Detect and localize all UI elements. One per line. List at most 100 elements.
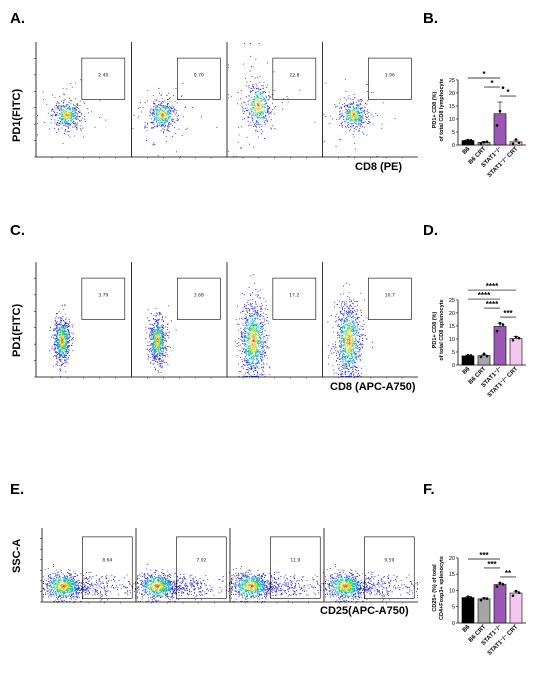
- flow-event: [343, 322, 344, 324]
- flow-event: [348, 312, 349, 314]
- flow-event: [253, 358, 255, 360]
- flow-event: [94, 126, 96, 128]
- flow-event: [339, 367, 340, 369]
- flow-event: [345, 323, 347, 325]
- flow-event: [372, 341, 374, 343]
- flow-event: [249, 329, 250, 331]
- flow-event: [245, 77, 246, 79]
- flow-event: [348, 112, 350, 114]
- flow-event: [357, 348, 359, 350]
- flow-event: [162, 332, 164, 333]
- flow-event: [253, 347, 255, 349]
- flow-event: [251, 322, 253, 324]
- flow-event: [71, 339, 72, 341]
- flow-event: [257, 376, 259, 377]
- flow-event: [158, 328, 160, 329]
- flow-event: [64, 116, 66, 117]
- flow-event: [167, 111, 169, 113]
- flow-event: [246, 346, 248, 348]
- flow-event: [157, 119, 159, 121]
- flow-event: [353, 131, 355, 132]
- flow-event: [54, 319, 56, 321]
- flow-event: [254, 370, 256, 371]
- flow-event: [156, 119, 158, 121]
- flow-event: [251, 107, 253, 109]
- flow-event: [261, 93, 263, 94]
- flow-event: [165, 331, 167, 333]
- flow-event: [248, 352, 250, 354]
- flow-event: [352, 307, 354, 309]
- flow-event: [261, 334, 263, 335]
- flow-event: [351, 123, 353, 124]
- flow-event: [56, 345, 58, 347]
- flow-event: [349, 116, 351, 118]
- flow-event: [161, 124, 163, 126]
- flow-event: [344, 319, 346, 321]
- flow-event: [255, 113, 257, 115]
- flow-event: [344, 313, 346, 315]
- flow-event: [349, 358, 350, 360]
- flow-event: [345, 350, 346, 352]
- flow-event: [345, 368, 347, 369]
- flow-event: [158, 342, 160, 343]
- flow-event: [55, 325, 57, 327]
- flow-event: [61, 108, 62, 110]
- flow-event: [74, 135, 76, 137]
- flow-event: [255, 333, 257, 335]
- flow-event: [360, 108, 361, 110]
- flow-event: [356, 108, 357, 109]
- flow-event: [355, 353, 357, 355]
- flow-event: [251, 316, 253, 318]
- flow-event: [273, 90, 275, 91]
- flow-event: [258, 314, 259, 316]
- flow-event: [363, 110, 365, 111]
- flow-event: [345, 105, 347, 107]
- flow-event: [247, 361, 249, 363]
- flow-event: [364, 121, 366, 123]
- flow-event: [70, 113, 72, 114]
- flow-event: [53, 338, 55, 339]
- flow-event: [345, 91, 347, 92]
- flow-event: [355, 333, 356, 335]
- flow-event: [259, 113, 261, 115]
- flow-event: [60, 343, 62, 345]
- flow-event: [56, 313, 58, 314]
- flow-event: [341, 318, 343, 319]
- flow-event: [60, 330, 62, 331]
- flow-event: [363, 110, 365, 112]
- flow-event: [350, 118, 352, 120]
- flow-event: [70, 120, 72, 121]
- flow-event: [354, 110, 355, 112]
- flow-event: [155, 113, 157, 115]
- flow-event: [357, 341, 359, 342]
- flow-event: [365, 338, 367, 340]
- flow-event: [158, 333, 160, 335]
- flow-gate: [177, 277, 221, 320]
- flow-event: [161, 360, 163, 362]
- flow-event: [257, 136, 259, 138]
- flow-event: [349, 324, 351, 326]
- flow-event: [252, 101, 253, 102]
- flow-event: [262, 316, 264, 317]
- flow-event: [165, 112, 167, 114]
- flow-event: [331, 352, 333, 354]
- flow-event: [157, 331, 158, 333]
- flow-event: [71, 126, 73, 128]
- flow-event: [56, 352, 58, 354]
- flow-event: [348, 360, 350, 361]
- flow-event: [254, 351, 256, 353]
- flow-event: [72, 118, 74, 120]
- flow-event: [255, 376, 257, 377]
- flow-event: [356, 321, 357, 323]
- flow-event: [257, 131, 258, 132]
- flow-event: [64, 322, 66, 324]
- flow-event: [343, 320, 345, 322]
- flow-event: [255, 58, 257, 60]
- flow-event: [157, 346, 159, 348]
- flow-event: [339, 326, 340, 327]
- flow-event: [148, 355, 150, 357]
- flow-event: [351, 345, 353, 347]
- flow-event: [61, 127, 63, 129]
- flow-event: [362, 116, 363, 118]
- flow-event: [56, 106, 58, 108]
